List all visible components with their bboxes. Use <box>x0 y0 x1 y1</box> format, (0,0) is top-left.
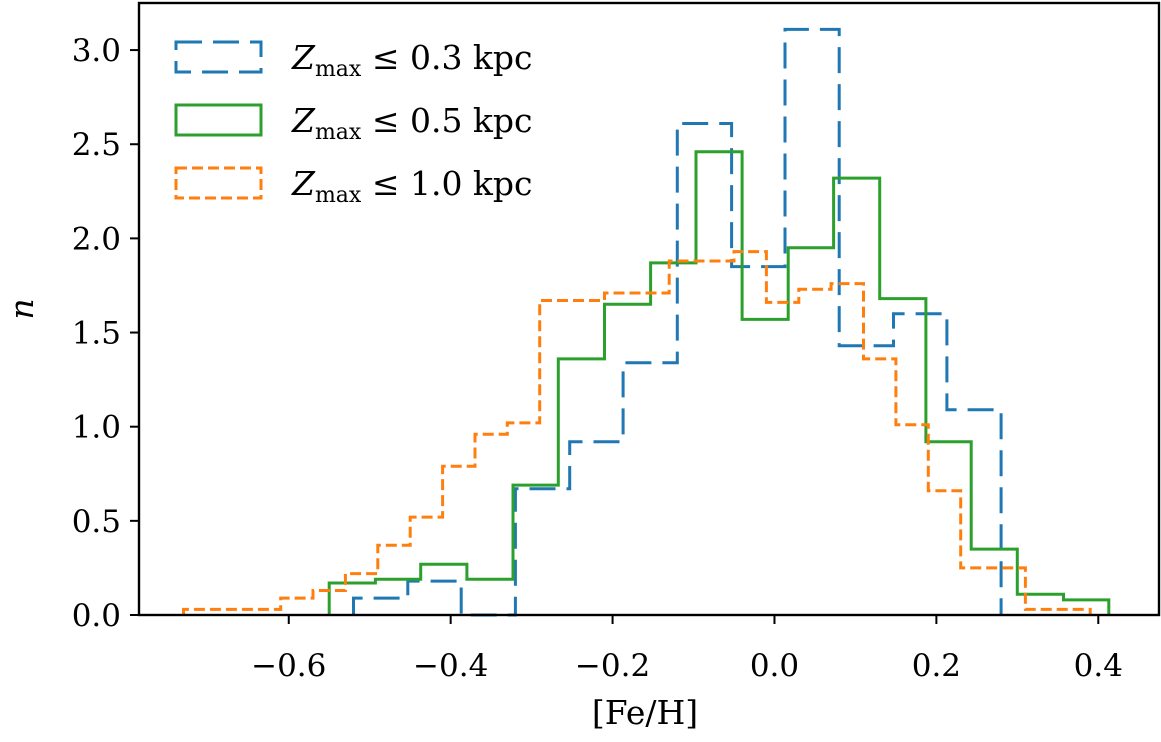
x-tick-label: −0.6 <box>251 648 326 684</box>
y-tick-label: 2.5 <box>72 127 121 163</box>
x-tick-label: 0.2 <box>912 648 961 684</box>
series-layer <box>182 27 1111 617</box>
y-tick-label: 3.0 <box>72 33 121 69</box>
series-2-histogram <box>327 150 1111 615</box>
y-tick-label: 2.0 <box>72 221 121 257</box>
x-axis-ticks: −0.6 −0.4 −0.2 0.0 0.2 0.4 <box>251 615 1123 684</box>
series-3-histogram <box>182 250 1092 615</box>
legend-label-3: Zmax ≤ 1.0 kpc <box>291 164 533 208</box>
legend-swatch-2 <box>174 103 263 137</box>
y-axis-label: n <box>2 298 41 319</box>
y-tick-label: 1.5 <box>72 316 121 352</box>
y-tick-label: 0.0 <box>72 598 121 634</box>
x-tick-label: 0.4 <box>1074 648 1123 684</box>
x-tick-label: −0.2 <box>575 648 650 684</box>
y-axis-ticks: 0.0 0.5 1.0 1.5 2.0 2.5 3.0 <box>72 33 139 634</box>
y-tick-label: 1.0 <box>72 410 121 446</box>
legend: Zmax ≤ 0.3 kpc Zmax ≤ 0.5 kpc Zmax ≤ 1.0 k… <box>174 38 533 208</box>
legend-swatch-3 <box>174 166 263 200</box>
legend-swatch-1 <box>174 40 263 74</box>
x-tick-label: −0.4 <box>413 648 488 684</box>
plot-frame <box>137 1 1161 617</box>
series-1-histogram <box>352 27 1003 617</box>
legend-label-2: Zmax ≤ 0.5 kpc <box>291 101 533 145</box>
x-tick-label: 0.0 <box>750 648 799 684</box>
legend-label-1: Zmax ≤ 0.3 kpc <box>291 38 533 82</box>
y-tick-label: 0.5 <box>72 504 121 540</box>
x-axis-label: [Fe/H] <box>592 693 698 732</box>
